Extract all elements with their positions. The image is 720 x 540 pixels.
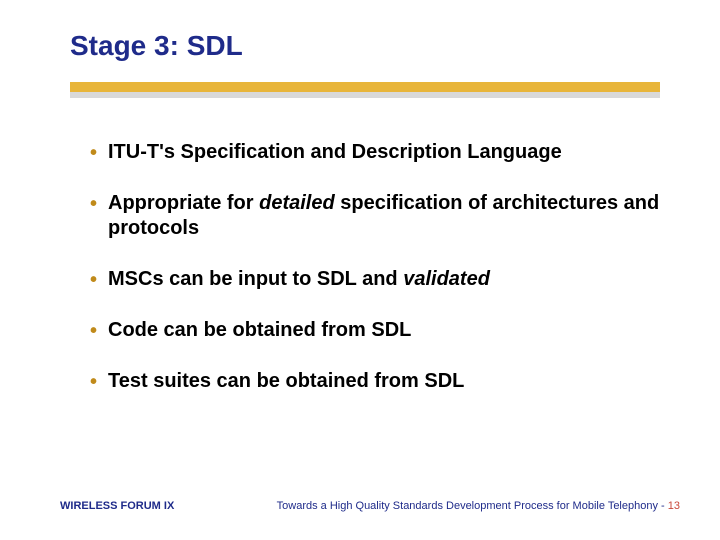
bullet-item: •MSCs can be input to SDL and validated bbox=[90, 267, 660, 292]
bullet-text: Appropriate for detailed specification o… bbox=[108, 191, 660, 241]
bullet-text: ITU-T's Specification and Description La… bbox=[108, 140, 660, 165]
bullet-item: •Appropriate for detailed specification … bbox=[90, 191, 660, 241]
title-underline bbox=[70, 82, 660, 100]
title-underline-main bbox=[70, 82, 660, 92]
bullet-dot-icon: • bbox=[90, 267, 108, 291]
footer-left: WIRELESS FORUM IX bbox=[60, 500, 174, 512]
bullet-text: MSCs can be input to SDL and validated bbox=[108, 267, 660, 292]
bullet-list: •ITU-T's Specification and Description L… bbox=[70, 140, 660, 394]
bullet-dot-icon: • bbox=[90, 318, 108, 342]
footer: WIRELESS FORUM IX Towards a High Quality… bbox=[60, 500, 680, 512]
footer-right: Towards a High Quality Standards Develop… bbox=[277, 500, 680, 512]
bullet-item: •Test suites can be obtained from SDL bbox=[90, 369, 660, 394]
bullet-text: Code can be obtained from SDL bbox=[108, 318, 660, 343]
bullet-dot-icon: • bbox=[90, 369, 108, 393]
page-number: 13 bbox=[668, 500, 680, 512]
footer-right-text: Towards a High Quality Standards Develop… bbox=[277, 500, 668, 512]
bullet-dot-icon: • bbox=[90, 191, 108, 215]
slide: Stage 3: SDL •ITU-T's Specification and … bbox=[0, 0, 720, 540]
bullet-text: Test suites can be obtained from SDL bbox=[108, 369, 660, 394]
bullet-dot-icon: • bbox=[90, 140, 108, 164]
bullet-item: •Code can be obtained from SDL bbox=[90, 318, 660, 343]
slide-title: Stage 3: SDL bbox=[70, 30, 660, 62]
bullet-item: •ITU-T's Specification and Description L… bbox=[90, 140, 660, 165]
